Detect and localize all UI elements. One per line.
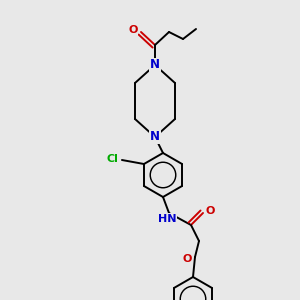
Text: HN: HN bbox=[158, 214, 176, 224]
Text: N: N bbox=[150, 58, 160, 71]
Text: O: O bbox=[128, 25, 138, 35]
Text: Cl: Cl bbox=[106, 154, 118, 164]
Text: O: O bbox=[182, 254, 192, 264]
Text: O: O bbox=[205, 206, 215, 216]
Text: N: N bbox=[150, 130, 160, 143]
